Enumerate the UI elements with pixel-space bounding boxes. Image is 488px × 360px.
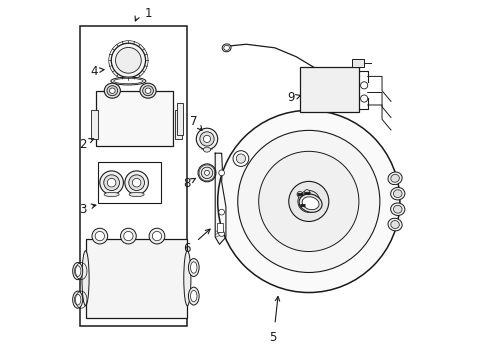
Circle shape [203,135,210,143]
Circle shape [297,190,319,212]
Ellipse shape [387,172,401,185]
Circle shape [299,202,305,208]
Circle shape [121,228,136,244]
Circle shape [132,179,141,187]
Ellipse shape [390,174,399,182]
Ellipse shape [140,83,156,98]
Circle shape [201,167,212,179]
Ellipse shape [107,86,118,96]
Bar [217,223,223,232]
Circle shape [233,151,248,166]
Circle shape [258,151,358,252]
Bar [96,91,173,146]
Circle shape [124,171,148,194]
Ellipse shape [183,251,190,306]
Circle shape [111,43,145,77]
Text: 5: 5 [268,332,276,345]
Ellipse shape [222,44,231,52]
Ellipse shape [109,88,115,93]
Circle shape [198,164,216,182]
Circle shape [237,130,379,273]
Ellipse shape [224,45,229,50]
Ellipse shape [390,203,404,216]
Ellipse shape [74,294,81,305]
Text: 2: 2 [79,139,86,152]
Circle shape [196,128,217,150]
Ellipse shape [114,78,143,84]
Polygon shape [215,153,225,244]
Ellipse shape [129,192,144,197]
Circle shape [123,231,133,241]
Bar [176,103,183,135]
Bar [299,67,358,112]
Ellipse shape [74,266,81,276]
Circle shape [115,48,141,73]
Circle shape [296,192,302,197]
Circle shape [107,179,116,187]
Ellipse shape [104,83,120,98]
Bar [80,26,187,327]
Circle shape [204,170,209,175]
Circle shape [200,132,214,146]
Circle shape [360,95,367,102]
Bar [175,111,182,139]
Ellipse shape [142,86,153,96]
Bar [85,239,187,318]
Circle shape [103,175,119,190]
Ellipse shape [393,205,401,213]
Ellipse shape [104,192,119,197]
Circle shape [288,181,328,221]
Ellipse shape [145,88,151,93]
Ellipse shape [190,262,197,273]
Circle shape [95,231,104,241]
Text: 7: 7 [190,114,197,127]
Circle shape [100,171,123,194]
Circle shape [128,175,144,190]
Ellipse shape [111,77,145,85]
Ellipse shape [302,197,318,210]
Ellipse shape [190,291,197,302]
Circle shape [218,170,224,176]
Circle shape [152,231,162,241]
Circle shape [92,228,107,244]
Circle shape [149,228,164,244]
Ellipse shape [390,221,399,229]
Ellipse shape [73,291,82,308]
Circle shape [304,190,309,195]
Text: 9: 9 [286,91,294,104]
Ellipse shape [299,194,322,212]
Circle shape [218,231,224,237]
Ellipse shape [203,147,210,152]
Circle shape [217,111,399,293]
Ellipse shape [390,188,404,200]
Text: 1: 1 [144,8,151,21]
Ellipse shape [188,287,199,305]
Text: 8: 8 [183,177,191,190]
Text: 4: 4 [90,64,97,77]
Ellipse shape [82,251,89,306]
Bar [98,162,160,203]
Ellipse shape [393,190,401,198]
Circle shape [236,154,245,163]
Text: 3: 3 [79,203,86,216]
Circle shape [360,82,367,89]
Ellipse shape [188,258,199,276]
Ellipse shape [387,218,401,231]
Text: 6: 6 [183,242,191,255]
Bar [351,59,364,67]
Ellipse shape [73,262,82,280]
Bar [91,111,98,139]
Circle shape [218,209,224,215]
